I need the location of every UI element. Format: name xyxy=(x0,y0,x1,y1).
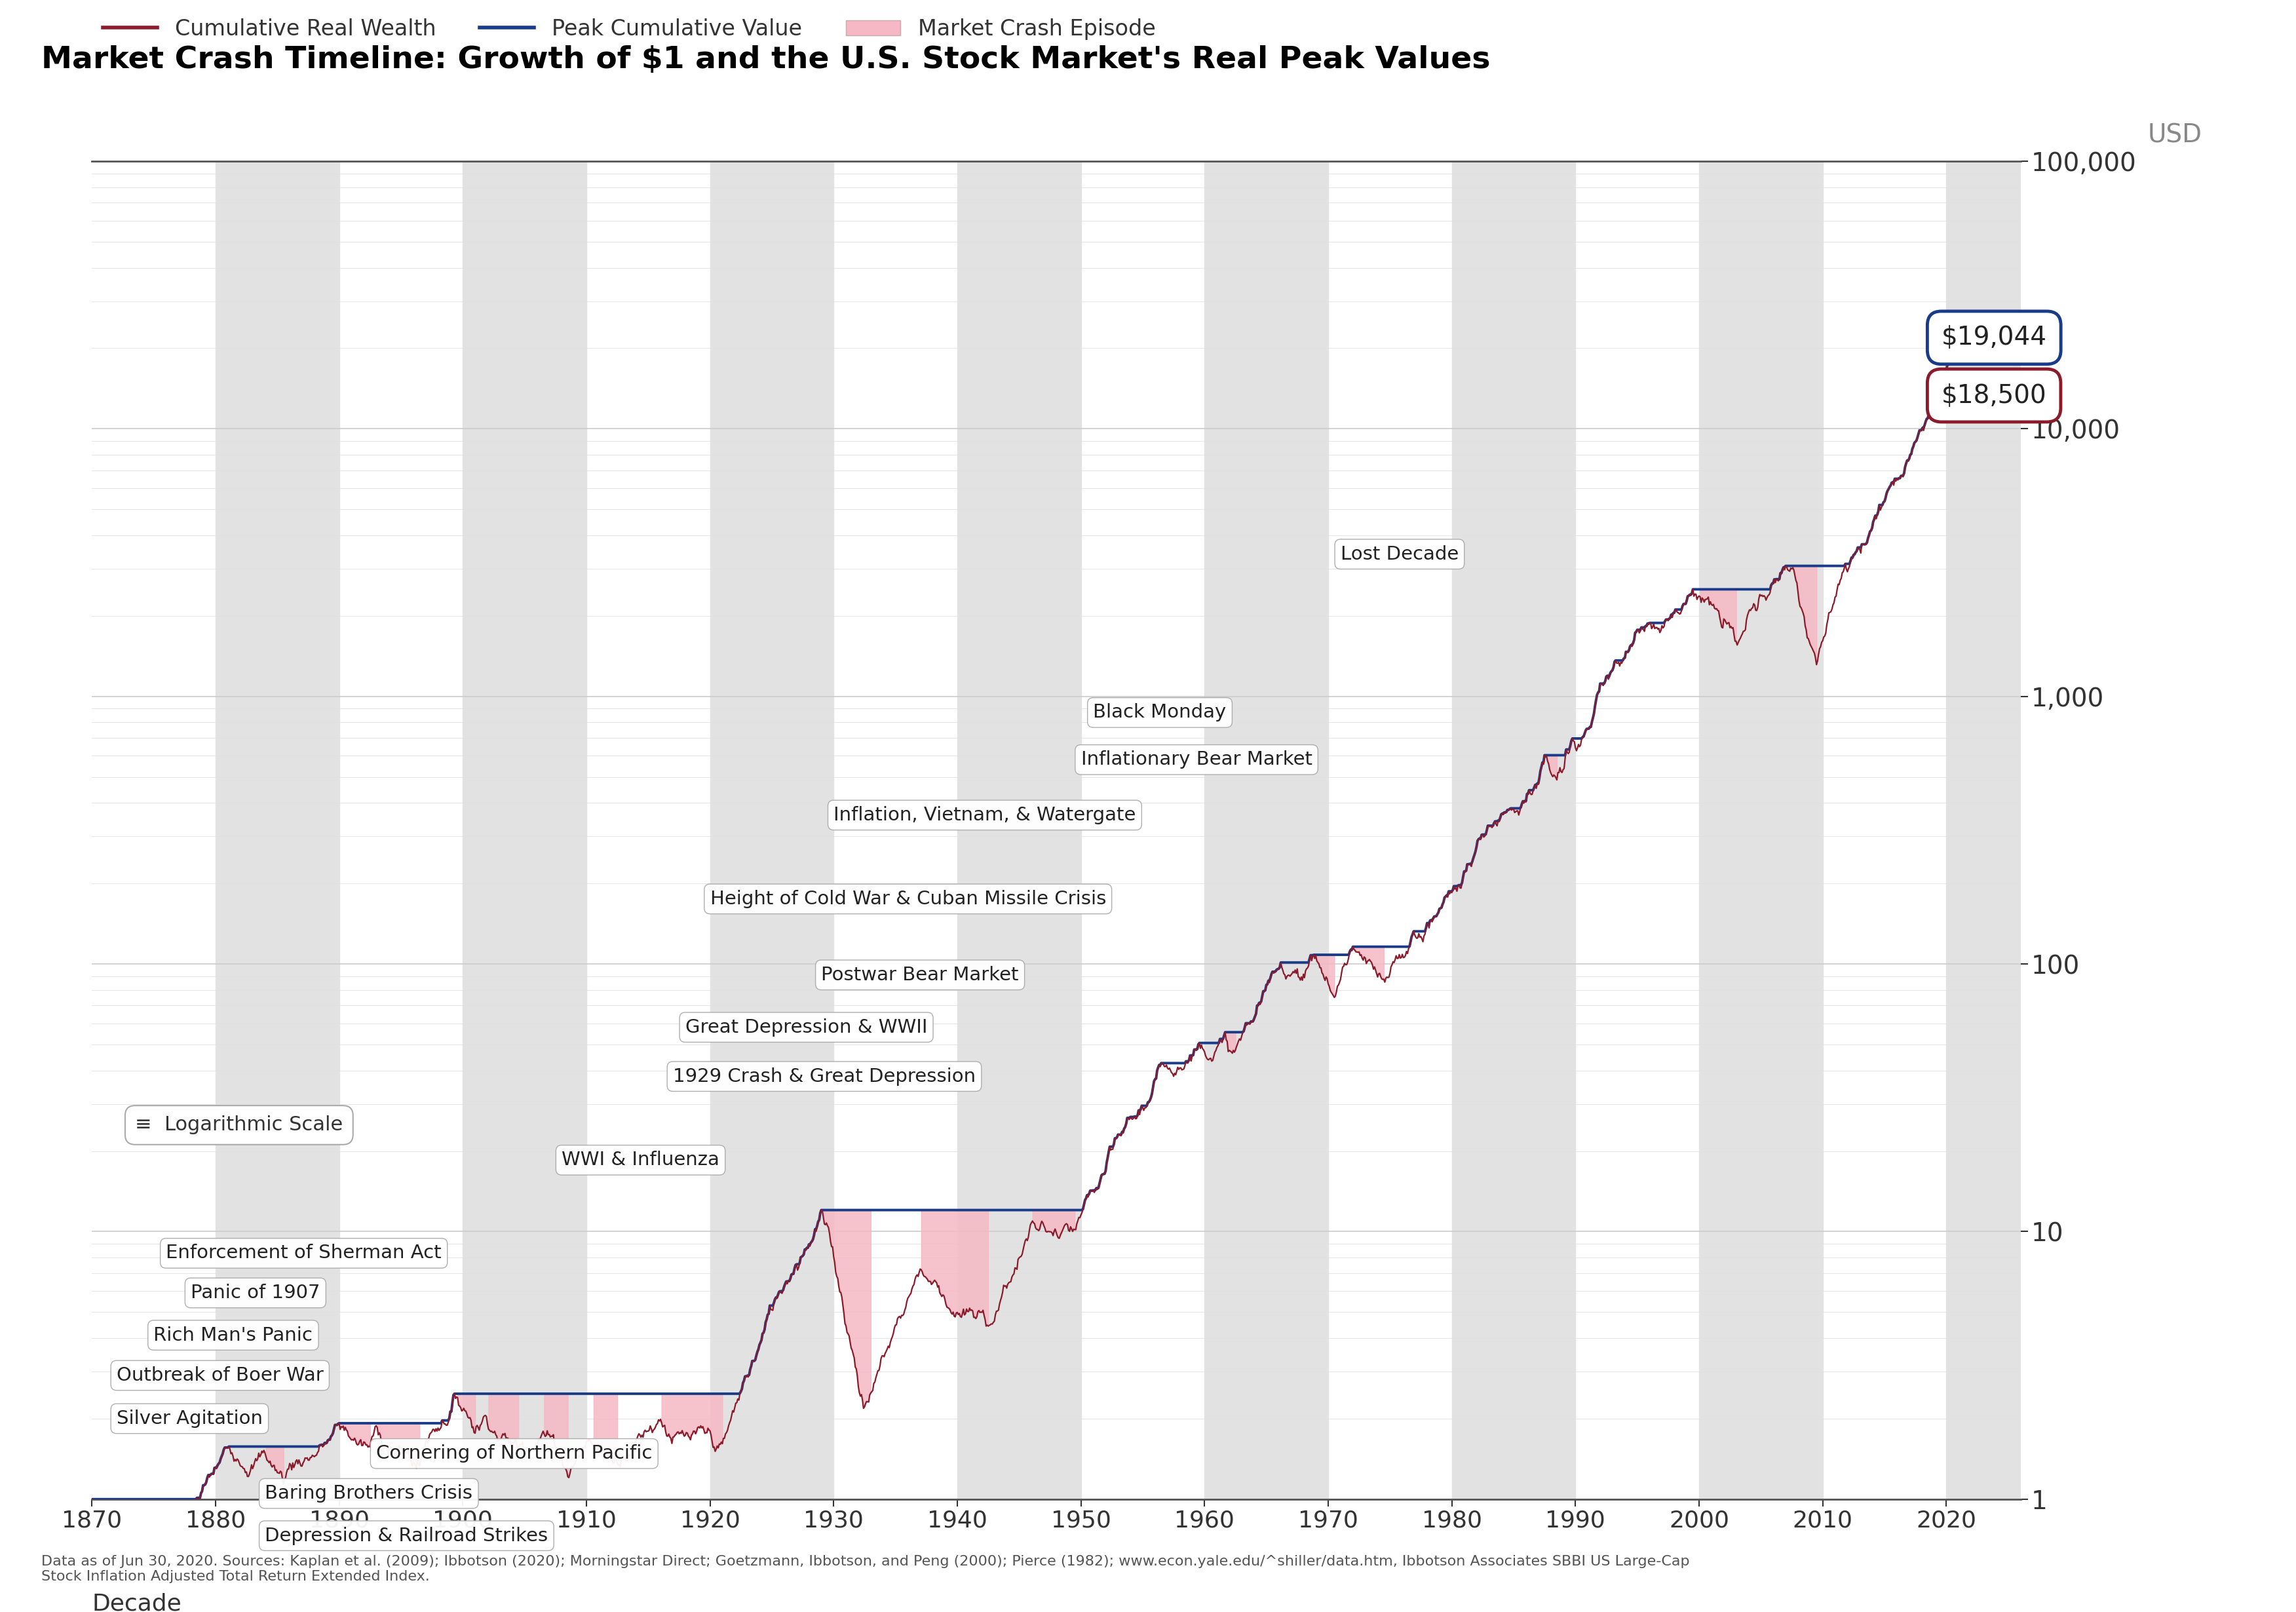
Text: Inflation, Vietnam, & Watergate: Inflation, Vietnam, & Watergate xyxy=(833,806,1137,824)
Bar xyxy=(1205,161,1327,1499)
Text: WWI & Influenza: WWI & Influenza xyxy=(563,1151,719,1169)
Text: Outbreak of Boer War: Outbreak of Boer War xyxy=(117,1367,324,1385)
Text: Great Depression & WWII: Great Depression & WWII xyxy=(684,1019,928,1037)
Bar xyxy=(1699,161,1823,1499)
Bar xyxy=(464,161,585,1499)
Text: $18,500: $18,500 xyxy=(1942,384,2046,408)
Text: Rich Man's Panic: Rich Man's Panic xyxy=(154,1327,312,1344)
Legend: Cumulative Real Wealth, Peak Cumulative Value, Market Crash Episode: Cumulative Real Wealth, Peak Cumulative … xyxy=(103,18,1155,40)
Text: Baring Brothers Crisis: Baring Brothers Crisis xyxy=(264,1485,473,1502)
Text: Black Monday: Black Monday xyxy=(1093,703,1226,722)
Text: Decade: Decade xyxy=(92,1593,181,1612)
Bar xyxy=(1947,161,2071,1499)
Text: Enforcement of Sherman Act: Enforcement of Sherman Act xyxy=(165,1244,441,1262)
Text: $19,044: $19,044 xyxy=(1942,326,2046,350)
Y-axis label: USD: USD xyxy=(2147,123,2202,148)
Bar xyxy=(1451,161,1575,1499)
Text: Depression & Railroad Strikes: Depression & Railroad Strikes xyxy=(264,1527,549,1544)
Text: Silver Agitation: Silver Agitation xyxy=(117,1409,262,1428)
Text: Postwar Bear Market: Postwar Bear Market xyxy=(822,966,1019,983)
Text: Lost Decade: Lost Decade xyxy=(1341,545,1458,563)
Text: 1929 Crash & Great Depression: 1929 Crash & Great Depression xyxy=(673,1067,976,1085)
Text: Height of Cold War & Cuban Missile Crisis: Height of Cold War & Cuban Missile Crisi… xyxy=(709,890,1107,908)
Text: ≡  Logarithmic Scale: ≡ Logarithmic Scale xyxy=(135,1116,342,1135)
Bar xyxy=(957,161,1081,1499)
Text: Data as of Jun 30, 2020. Sources: Kaplan et al. (2009); Ibbotson (2020); Morning: Data as of Jun 30, 2020. Sources: Kaplan… xyxy=(41,1554,1690,1583)
Text: Cornering of Northern Pacific: Cornering of Northern Pacific xyxy=(377,1444,652,1462)
Text: Market Crash Timeline: Growth of $1 and the U.S. Stock Market's Real Peak Values: Market Crash Timeline: Growth of $1 and … xyxy=(41,45,1490,74)
Bar xyxy=(709,161,833,1499)
Text: Inflationary Bear Market: Inflationary Bear Market xyxy=(1081,751,1313,769)
Text: Panic of 1907: Panic of 1907 xyxy=(191,1283,319,1302)
Bar xyxy=(216,161,340,1499)
